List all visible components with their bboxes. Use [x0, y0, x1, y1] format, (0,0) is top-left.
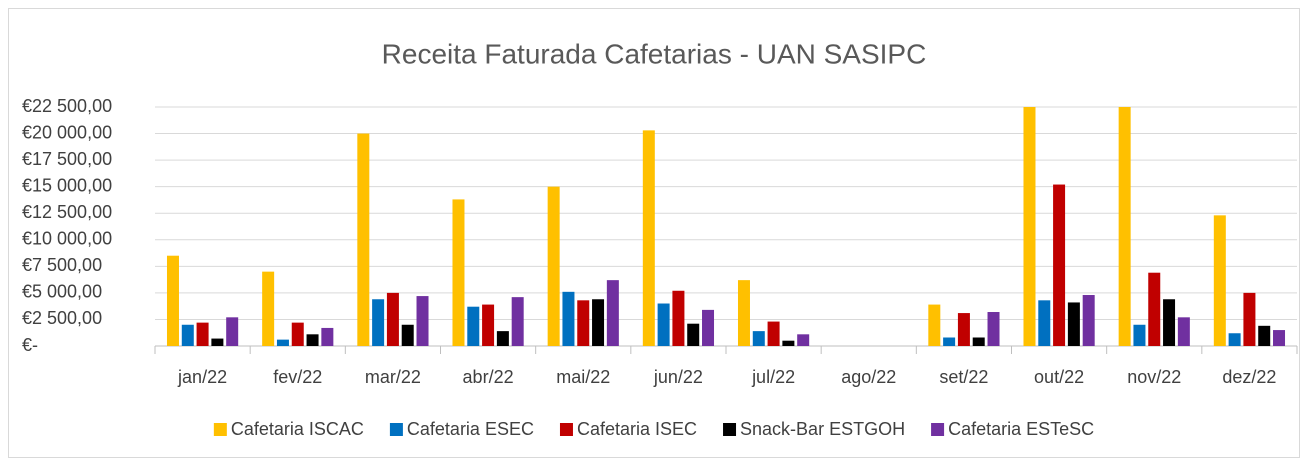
y-tick-label: €- — [22, 335, 38, 355]
bar — [467, 306, 480, 346]
bar — [928, 304, 941, 346]
bar — [306, 334, 319, 346]
bar — [606, 280, 619, 346]
bar — [1213, 215, 1226, 346]
legend-swatch — [389, 423, 403, 436]
x-tick-label: nov/22 — [1127, 367, 1181, 387]
bar — [957, 313, 970, 346]
x-tick-label: jul/22 — [751, 367, 795, 387]
bar — [372, 299, 385, 346]
x-tick-label: mai/22 — [556, 367, 610, 387]
bar — [672, 290, 685, 346]
legend-label: Cafetaria ISEC — [577, 419, 697, 439]
bar — [1038, 300, 1051, 346]
bar — [262, 271, 275, 346]
x-tick-label: ago/22 — [841, 367, 896, 387]
bar — [737, 280, 750, 346]
y-tick-label: €22 500,00 — [22, 96, 112, 116]
bar — [196, 322, 209, 346]
bar — [357, 133, 370, 346]
x-tick-label: set/22 — [939, 367, 988, 387]
chart-title: Receita Faturada Cafetarias - UAN SASIPC — [382, 38, 927, 69]
x-tick-label: jun/22 — [653, 367, 703, 387]
legend-swatch — [931, 423, 945, 436]
bar — [687, 323, 700, 346]
bar — [1148, 272, 1161, 346]
bar — [943, 337, 956, 346]
bar — [166, 255, 179, 346]
legend-label: Snack-Bar ESTGOH — [740, 419, 905, 439]
bar — [1067, 302, 1080, 346]
bar — [386, 292, 399, 346]
bar — [226, 317, 239, 346]
bar — [1177, 317, 1190, 346]
bar — [752, 331, 765, 346]
y-tick-label: €2 500,00 — [22, 308, 102, 328]
bar — [657, 303, 670, 346]
x-tick-label: mar/22 — [365, 367, 421, 387]
legend-label: Cafetaria ESEC — [407, 419, 534, 439]
bar — [1228, 333, 1241, 346]
bar — [987, 312, 1000, 346]
bar — [797, 334, 810, 346]
bar — [1163, 299, 1176, 346]
bar — [1273, 330, 1286, 346]
bar — [642, 130, 655, 346]
bar — [276, 339, 289, 346]
y-tick-label: €15 000,00 — [22, 175, 112, 195]
bar — [291, 322, 304, 346]
legend-swatch — [723, 423, 737, 436]
bar — [482, 304, 495, 346]
y-tick-label: €17 500,00 — [22, 149, 112, 169]
bar — [181, 324, 194, 346]
bar — [1023, 107, 1036, 346]
bar — [1118, 107, 1131, 346]
bar — [972, 337, 985, 346]
bar — [702, 309, 715, 346]
bar — [562, 291, 575, 346]
bar — [496, 331, 509, 346]
bar — [782, 340, 795, 346]
y-tick-label: €12 500,00 — [22, 202, 112, 222]
x-tick-label: jan/22 — [177, 367, 227, 387]
y-tick-label: €5 000,00 — [22, 282, 102, 302]
bar — [1053, 184, 1066, 346]
legend-label: Cafetaria ISCAC — [231, 419, 364, 439]
y-tick-label: €20 000,00 — [22, 122, 112, 142]
x-tick-label: abr/22 — [463, 367, 514, 387]
bar — [1133, 324, 1146, 346]
legend-swatch — [213, 423, 227, 436]
bar — [577, 300, 590, 346]
y-tick-label: €7 500,00 — [22, 255, 102, 275]
bar — [1082, 295, 1095, 346]
bar — [321, 327, 334, 346]
bar — [401, 324, 414, 346]
bar — [1258, 325, 1271, 346]
legend-label: Cafetaria ESTeSC — [948, 419, 1094, 439]
y-tick-label: €10 000,00 — [22, 229, 112, 249]
bar — [416, 296, 429, 346]
bar — [767, 321, 780, 346]
bar — [592, 299, 605, 346]
x-tick-label: fev/22 — [273, 367, 322, 387]
bar — [547, 186, 560, 346]
bar — [511, 297, 524, 346]
bar — [1243, 292, 1256, 346]
x-tick-label: dez/22 — [1222, 367, 1276, 387]
x-tick-label: out/22 — [1034, 367, 1084, 387]
legend: Cafetaria ISCAC Cafetaria ESEC Cafetaria I… — [213, 419, 1094, 439]
bar — [452, 199, 465, 346]
legend-swatch — [559, 423, 573, 436]
bar — [211, 338, 224, 346]
